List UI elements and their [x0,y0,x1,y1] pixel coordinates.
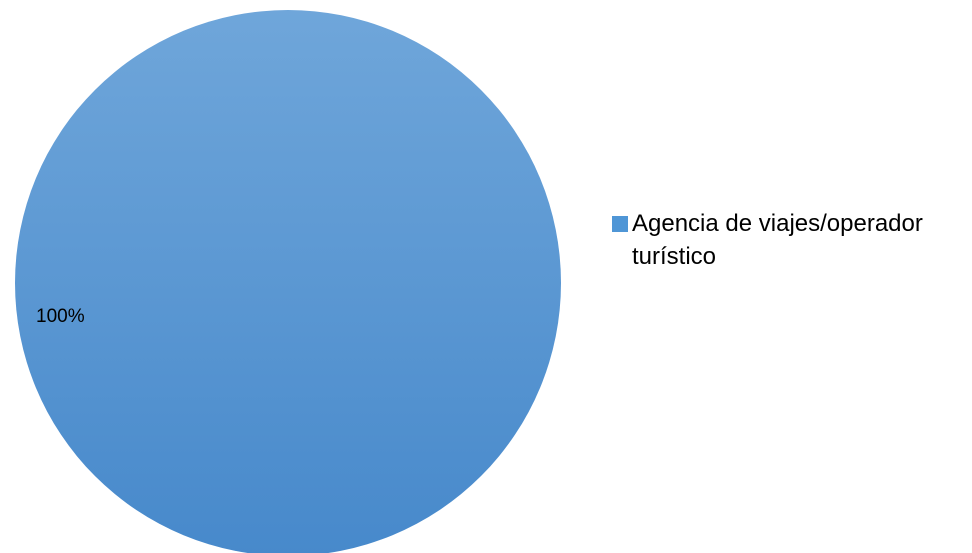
pie-data-label: 100% [36,306,85,327]
chart-legend: Agencia de viajes/operador turístico [612,207,972,273]
pie-slices [15,10,561,553]
legend-label: Agencia de viajes/operador turístico [632,210,923,270]
pie-slice [15,10,561,553]
pie-data-labels: 100% [36,306,85,327]
legend-item: Agencia de viajes/operador turístico [612,207,972,273]
legend-swatch [612,216,628,232]
